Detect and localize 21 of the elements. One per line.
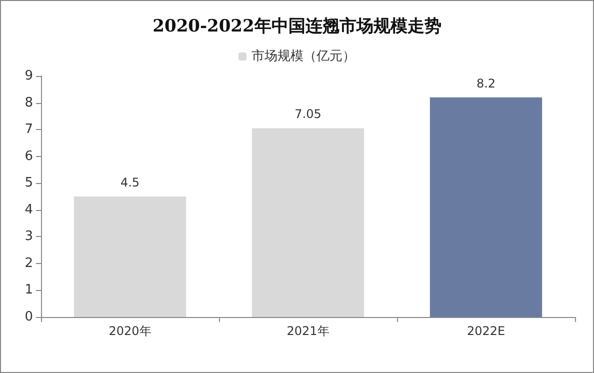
y-tick-label: 3	[24, 229, 33, 244]
y-tick-label: 8	[24, 95, 33, 110]
x-tick-label: 2022E	[466, 324, 506, 338]
y-tick-label: 9	[24, 68, 33, 84]
x-tick-label: 2020年	[108, 324, 152, 338]
y-tick-label: 5	[24, 176, 33, 191]
data-label: 7.05	[294, 107, 322, 122]
bar	[74, 196, 186, 317]
legend-label: 市场规模（亿元）	[252, 49, 356, 64]
x-tick-label: 2021年	[286, 324, 330, 338]
y-tick-label: 6	[24, 148, 33, 164]
y-tick-label: 0	[24, 310, 33, 324]
data-label: 4.5	[120, 176, 140, 190]
y-tick-label: 7	[24, 122, 33, 138]
data-label: 8.2	[476, 76, 496, 90]
y-tick-label: 2	[24, 256, 33, 271]
y-tick-label: 4	[24, 202, 33, 218]
y-tick-label: 1	[24, 282, 33, 298]
chart-title: 2020-2022年中国连翘市场规模走势	[152, 16, 442, 36]
bar	[252, 128, 364, 317]
bar	[430, 97, 542, 317]
